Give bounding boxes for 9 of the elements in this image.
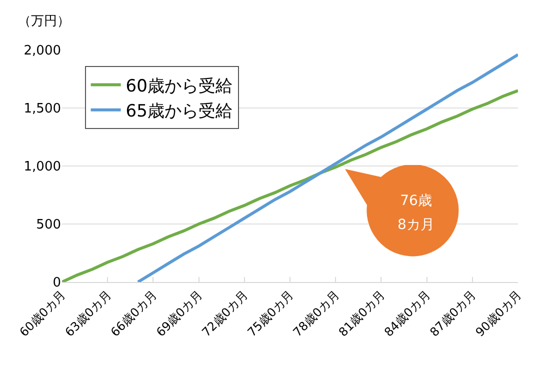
- y-axis-title: （万円）: [18, 14, 70, 29]
- annotation: 76歳 8カ月: [396, 192, 436, 235]
- legend-label: 65歳から受給: [126, 102, 232, 122]
- y-tick-label: 500: [36, 218, 61, 233]
- legend-label: 60歳から受給: [126, 76, 232, 96]
- y-tick-label: 2,000: [24, 44, 61, 59]
- y-tick-label: 1,500: [24, 102, 61, 117]
- y-tick-label: 0: [52, 276, 61, 291]
- y-tick-label: 1,000: [24, 160, 61, 175]
